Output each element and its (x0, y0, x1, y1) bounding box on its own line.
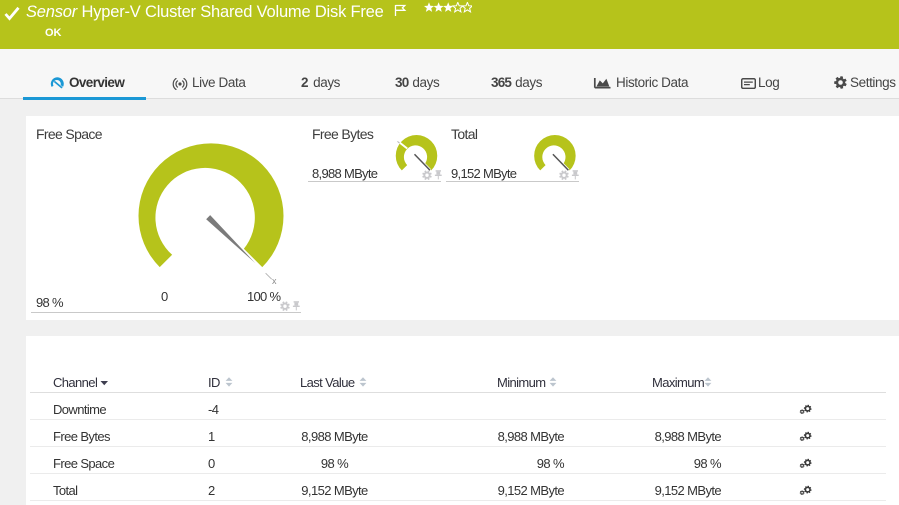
svg-text:x: x (272, 276, 277, 286)
